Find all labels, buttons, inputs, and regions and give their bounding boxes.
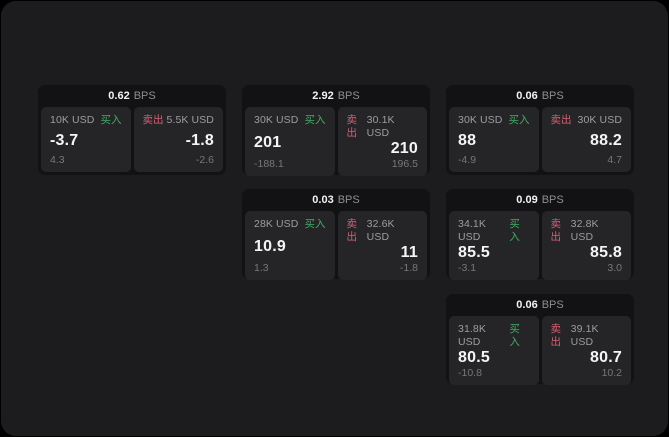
bps-header: 0.06 BPS [446, 85, 634, 107]
sell-amount: 30.1K USD [366, 114, 395, 139]
buy-panel[interactable]: 34.1K USD 买入 85.5 -3.1 [449, 211, 539, 280]
buy-price: -3.7 [50, 131, 79, 149]
buy-price: 201 [254, 133, 282, 151]
bps-unit-label: BPS [337, 90, 360, 102]
buy-panel[interactable]: 30K USD 买入 88 -4.9 [449, 107, 539, 172]
buy-badge: 买入 [509, 218, 520, 243]
bps-header: 0.09 BPS [446, 189, 634, 211]
sell-sub-value: 4.7 [607, 154, 622, 166]
quote-card-4[interactable]: 0.03 BPS 28K USD 买入 10.9 1.3 卖出 32.6K US… [242, 189, 430, 280]
buy-panel[interactable]: 30K USD 买入 201 -188.1 [245, 107, 335, 176]
bps-header: 0.06 BPS [446, 294, 634, 316]
sell-panel[interactable]: 卖出 32.6K USD 11 -1.8 [337, 211, 427, 280]
bps-value: 0.62 [108, 90, 130, 102]
buy-sub-value: -4.9 [458, 154, 477, 166]
bps-unit-label: BPS [541, 194, 564, 206]
sell-badge: 卖出 [550, 323, 562, 348]
buy-price: 85.5 [458, 244, 490, 261]
buy-amount: 10K USD [50, 114, 95, 126]
bps-header: 2.92 BPS [242, 85, 430, 107]
sell-badge: 卖出 [550, 218, 562, 243]
buy-amount: 34.1K USD [458, 218, 486, 243]
buy-sub-value: 1.3 [254, 262, 269, 274]
bps-value: 0.03 [312, 194, 334, 206]
sell-sub-value: -1.8 [399, 262, 418, 274]
buy-sub-value: 4.3 [50, 154, 65, 166]
buy-panel[interactable]: 10K USD 买入 -3.7 4.3 [41, 107, 131, 172]
quote-card-6[interactable]: 0.06 BPS 31.8K USD 买入 80.5 -10.8 卖出 39.1… [446, 294, 634, 385]
bps-unit-label: BPS [541, 90, 564, 102]
buy-sub-value: -3.1 [458, 262, 477, 274]
sell-price: 88.2 [590, 131, 622, 149]
sell-panel[interactable]: 卖出 5.5K USD -1.8 -2.6 [133, 107, 223, 172]
quote-card-1[interactable]: 0.62 BPS 10K USD 买入 -3.7 4.3 卖出 5.5K USD… [38, 85, 226, 175]
sell-sub-value: -2.6 [195, 154, 214, 166]
sell-amount: 39.1K USD [570, 323, 599, 348]
sell-sub-value: 10.2 [601, 367, 622, 379]
buy-amount: 28K USD [254, 218, 299, 230]
sell-price: 80.7 [590, 349, 622, 366]
buy-badge: 买入 [508, 114, 530, 126]
sell-badge: 卖出 [346, 114, 358, 139]
sell-panel[interactable]: 卖出 32.8K USD 85.8 3.0 [541, 211, 631, 280]
sell-sub-value: 196.5 [391, 158, 418, 170]
buy-panel[interactable]: 28K USD 买入 10.9 1.3 [245, 211, 335, 280]
buy-panel[interactable]: 31.8K USD 买入 80.5 -10.8 [449, 316, 539, 385]
buy-sub-value: -188.1 [254, 158, 284, 170]
bps-unit-label: BPS [337, 194, 360, 206]
bps-value: 0.09 [516, 194, 538, 206]
sell-price: 85.8 [590, 244, 622, 261]
quote-card-3[interactable]: 0.06 BPS 30K USD 买入 88 -4.9 卖出 30K USD 8… [446, 85, 634, 175]
sell-amount: 30K USD [577, 114, 622, 126]
bps-value: 0.06 [516, 90, 538, 102]
sell-badge: 卖出 [142, 114, 164, 126]
sell-badge: 卖出 [550, 114, 572, 126]
buy-sub-value: -10.8 [458, 367, 482, 379]
buy-amount: 31.8K USD [458, 323, 486, 348]
buy-badge: 买入 [304, 218, 326, 230]
sell-panel[interactable]: 卖出 39.1K USD 80.7 10.2 [541, 316, 631, 385]
buy-amount: 30K USD [458, 114, 503, 126]
buy-badge: 买入 [509, 323, 520, 348]
sell-panel[interactable]: 卖出 30.1K USD 210 196.5 [337, 107, 427, 176]
buy-price: 88 [458, 131, 477, 149]
sell-amount: 5.5K USD [166, 114, 214, 126]
buy-badge: 买入 [100, 114, 122, 126]
buy-price: 10.9 [254, 237, 286, 255]
buy-amount: 30K USD [254, 114, 299, 126]
sell-amount: 32.6K USD [366, 218, 395, 243]
quote-card-5[interactable]: 0.09 BPS 34.1K USD 买入 85.5 -3.1 卖出 32.8K… [446, 189, 634, 280]
sell-panel[interactable]: 卖出 30K USD 88.2 4.7 [541, 107, 631, 172]
bps-value: 0.06 [516, 299, 538, 311]
bps-unit-label: BPS [133, 90, 156, 102]
bps-header: 0.62 BPS [38, 85, 226, 107]
sell-price: 11 [400, 244, 418, 261]
buy-price: 80.5 [458, 349, 490, 366]
sell-price: -1.8 [185, 131, 214, 149]
bps-header: 0.03 BPS [242, 189, 430, 211]
sell-price: 210 [390, 140, 418, 157]
sell-sub-value: 3.0 [607, 262, 622, 274]
bps-value: 2.92 [312, 90, 334, 102]
quote-card-2[interactable]: 2.92 BPS 30K USD 买入 201 -188.1 卖出 30.1K … [242, 85, 430, 176]
sell-badge: 卖出 [346, 218, 358, 243]
buy-badge: 买入 [304, 114, 326, 126]
bps-unit-label: BPS [541, 299, 564, 311]
sell-amount: 32.8K USD [570, 218, 599, 243]
